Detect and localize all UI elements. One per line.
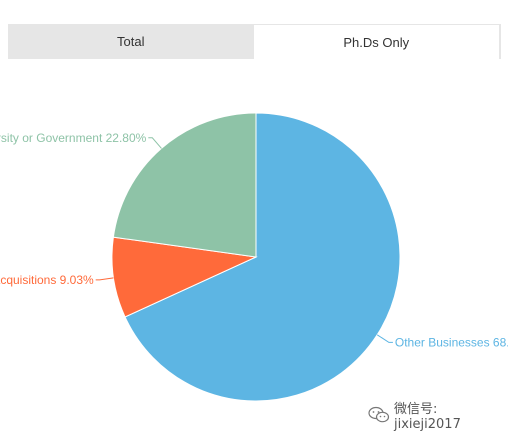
- pie-label-acquisitions: Acquisitions 9.03%: [0, 273, 94, 287]
- pie-labels: Other Businesses 68.17% Acquisitions 9.03…: [0, 131, 508, 350]
- pie-label-other-businesses: Other Businesses 68.17%: [395, 335, 508, 349]
- pie-slice-acquisitions[interactable]: [111, 236, 258, 318]
- pie-label-university-or-government: University or Government 22.80%: [0, 131, 147, 145]
- tab-total[interactable]: Total: [8, 24, 254, 59]
- wechat-icon: [368, 406, 390, 424]
- label-connector: [95, 277, 114, 281]
- label-connector: [148, 137, 162, 149]
- tab-phds-only[interactable]: Ph.Ds Only: [253, 24, 501, 59]
- pie-slices: [111, 112, 401, 402]
- pie-slice-other-businesses[interactable]: [124, 112, 401, 402]
- label-connector: [376, 334, 393, 343]
- pie-slice-university-or-government[interactable]: [112, 112, 257, 258]
- watermark: 微信号: jixieji2017: [368, 398, 508, 432]
- tab-bar: Total Ph.Ds Only: [8, 24, 501, 59]
- watermark-text: 微信号: jixieji2017: [394, 402, 461, 432]
